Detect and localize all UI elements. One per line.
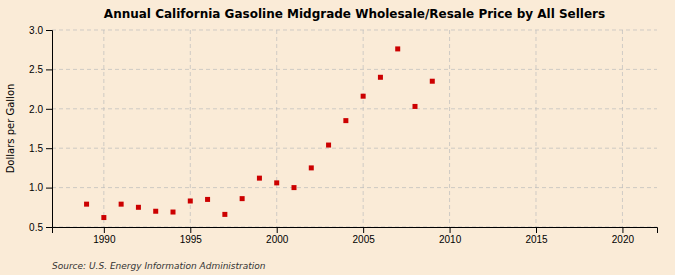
point bbox=[430, 79, 435, 84]
points bbox=[84, 46, 435, 220]
y-tick-mark bbox=[46, 69, 52, 70]
x-tick-label: 1990 bbox=[93, 234, 116, 245]
y-tick-label: 0.5 bbox=[29, 222, 43, 233]
x-tick-mark bbox=[277, 227, 278, 233]
point bbox=[413, 104, 418, 109]
x-tick: 1995 bbox=[180, 227, 203, 245]
x-tick-mark bbox=[363, 227, 364, 233]
x-grid-line bbox=[103, 30, 104, 227]
point bbox=[222, 212, 227, 217]
x-tick-mark bbox=[450, 227, 451, 233]
y-tick-mark bbox=[46, 148, 52, 149]
point bbox=[101, 215, 106, 220]
point bbox=[84, 202, 89, 207]
point bbox=[257, 176, 262, 181]
title: Annual California Gasoline Midgrade Whol… bbox=[104, 7, 605, 21]
x-tick-mark bbox=[104, 227, 105, 233]
source-note: Source: U.S. Energy Information Administ… bbox=[52, 261, 266, 271]
y-axis-title: Dollars per Gallon bbox=[5, 84, 16, 174]
point bbox=[205, 197, 210, 202]
point bbox=[378, 75, 383, 80]
y-tick-mark bbox=[46, 30, 52, 31]
x-tick-label: 2010 bbox=[439, 234, 462, 245]
x-tick-mark bbox=[622, 227, 623, 233]
y-grid-line bbox=[52, 148, 657, 149]
x-grid-line bbox=[190, 30, 191, 227]
x-grid-line bbox=[363, 30, 364, 227]
x-tick-label: 2000 bbox=[266, 234, 289, 245]
y-grid-line bbox=[52, 108, 657, 109]
y-tick-mark bbox=[46, 227, 52, 228]
point bbox=[395, 46, 400, 51]
y-tick: 1.5 bbox=[29, 143, 52, 154]
y-tick-label: 2.5 bbox=[29, 64, 43, 75]
y-tick-label: 3.0 bbox=[29, 25, 43, 36]
chart: 1990 1995 2000 2005 2010 2015 2020 0.5 1.0 1.5 2.0… bbox=[0, 0, 675, 275]
point bbox=[343, 118, 348, 123]
x-tick: 2010 bbox=[439, 227, 462, 245]
y-grid-line bbox=[52, 69, 657, 70]
point bbox=[136, 205, 141, 210]
x-tick: 2000 bbox=[266, 227, 289, 245]
y-tick: 1.0 bbox=[29, 182, 52, 193]
point bbox=[240, 196, 245, 201]
y-axis-line bbox=[46, 31, 53, 228]
point bbox=[326, 143, 331, 148]
y-tick-label: 1.5 bbox=[29, 143, 43, 154]
x-tick: 2020 bbox=[612, 227, 635, 245]
y-tick: 3.0 bbox=[29, 25, 52, 36]
x-grid-line bbox=[536, 30, 537, 227]
y-tick: 0.5 bbox=[29, 222, 52, 233]
point bbox=[274, 180, 279, 185]
y-tick-label: 2.0 bbox=[29, 104, 43, 115]
point bbox=[188, 198, 193, 203]
y-tick-label: 1.0 bbox=[29, 182, 43, 193]
x-tick-mark bbox=[536, 227, 537, 233]
x-tick: 2005 bbox=[353, 227, 376, 245]
point bbox=[292, 185, 297, 190]
x-axis-line bbox=[53, 228, 658, 234]
x-tick-label: 2005 bbox=[353, 234, 376, 245]
x-tick: 2015 bbox=[525, 227, 548, 245]
y-grid-line bbox=[52, 30, 657, 31]
x-grid-line bbox=[622, 30, 623, 227]
point bbox=[171, 210, 176, 215]
x-tick-label: 2020 bbox=[612, 234, 635, 245]
x-tick: 1990 bbox=[93, 227, 116, 245]
x-tick-label: 1995 bbox=[180, 234, 203, 245]
x-tick-label: 2015 bbox=[525, 234, 548, 245]
y-tick-mark bbox=[46, 188, 52, 189]
grid bbox=[52, 30, 657, 227]
y-tick: 2.5 bbox=[29, 64, 52, 75]
point bbox=[153, 209, 158, 214]
plot: 1990 1995 2000 2005 2010 2015 2020 0.5 1.0 1.5 2.0… bbox=[29, 25, 657, 245]
y-grid-line bbox=[52, 187, 657, 188]
y-tick: 2.0 bbox=[29, 104, 52, 115]
point bbox=[119, 202, 124, 207]
y-tick-mark bbox=[46, 109, 52, 110]
point bbox=[361, 94, 366, 99]
x-axis: 1990 1995 2000 2005 2010 2015 2020 bbox=[53, 227, 658, 245]
x-grid-line bbox=[449, 30, 450, 227]
x-tick-mark bbox=[190, 227, 191, 233]
point bbox=[309, 165, 314, 170]
y-axis: 0.5 1.0 1.5 2.0 2.5 3.0 bbox=[29, 25, 52, 233]
x-grid-line bbox=[276, 30, 277, 227]
